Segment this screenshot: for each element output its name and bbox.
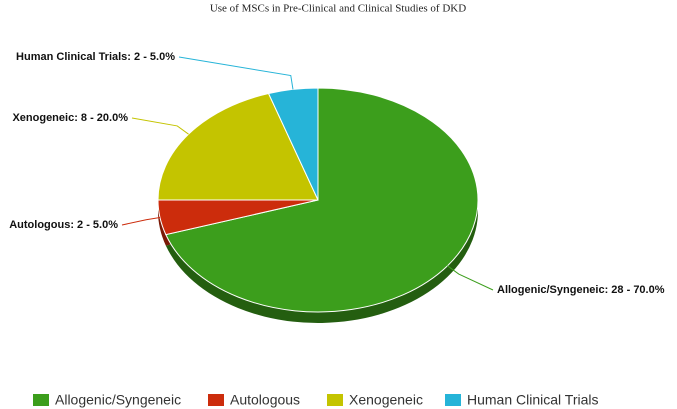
legend-swatch (33, 394, 49, 406)
slice (267, 87, 319, 201)
legend-swatch (208, 394, 224, 406)
legend-label: Allogenic/Syngeneic (55, 392, 181, 408)
legend-swatch (445, 394, 461, 406)
legend-label: Autologous (230, 392, 300, 408)
slice (165, 87, 479, 313)
leader-line (121, 217, 161, 226)
data-label: Human Clinical Trials: 2 - 5.0% (16, 51, 175, 63)
leader-line (131, 117, 189, 135)
data-label: Autologous: 2 - 5.0% (9, 219, 118, 231)
legend-swatch (327, 394, 343, 406)
data-label: Xenogeneic: 8 - 20.0% (12, 112, 128, 124)
legend-label: Xenogeneic (349, 392, 423, 408)
leader-line (447, 265, 494, 291)
legend-label: Human Clinical Trials (467, 392, 598, 408)
leader-line (178, 56, 294, 90)
data-label: Allogenic/Syngeneic: 28 - 70.0% (497, 284, 665, 296)
chart-title: Use of MSCs in Pre-Clinical and Clinical… (210, 3, 466, 15)
